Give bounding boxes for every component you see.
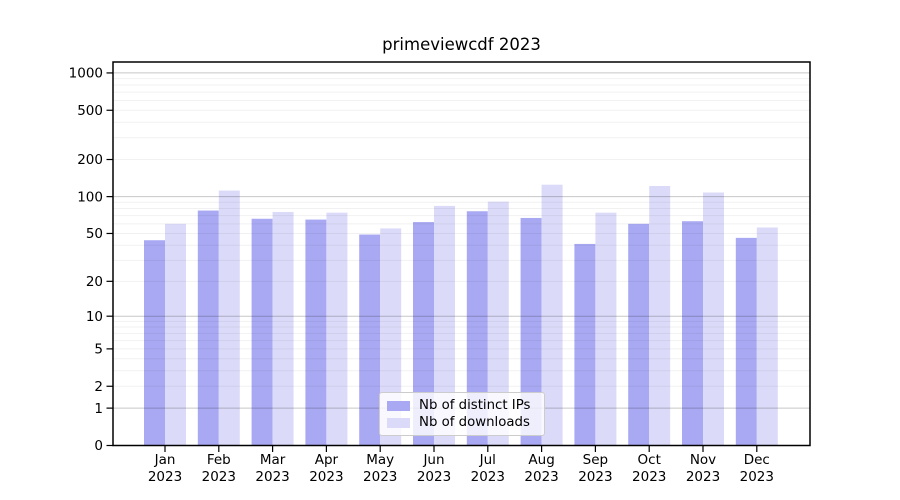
bar-distinct-ips xyxy=(251,218,273,446)
x-tick-label-year: 2023 xyxy=(255,469,289,485)
bar-downloads xyxy=(649,185,671,446)
x-tick-label-month: May xyxy=(366,452,394,468)
x-tick-label-year: 2023 xyxy=(309,469,343,485)
bar-downloads xyxy=(703,192,724,446)
bar-distinct-ips xyxy=(574,243,596,446)
bar-downloads xyxy=(165,223,186,446)
bar-distinct-ips xyxy=(305,219,327,446)
y-tick-label: 2 xyxy=(94,379,103,395)
legend-label-distinct-ips: Nb of distinct IPs xyxy=(419,398,531,413)
x-tick-label-year: 2023 xyxy=(578,469,612,485)
x-tick-label-month: Nov xyxy=(690,452,716,468)
y-tick-label: 20 xyxy=(86,274,103,290)
bar-downloads xyxy=(487,201,509,446)
bar-distinct-ips xyxy=(413,222,434,446)
x-tick-label-month: Apr xyxy=(315,452,339,468)
bar-downloads xyxy=(595,212,617,446)
bar-distinct-ips xyxy=(520,217,542,446)
legend-swatch-downloads xyxy=(387,417,410,428)
legend-label-downloads: Nb of downloads xyxy=(419,415,530,430)
y-tick-label: 0 xyxy=(94,438,103,454)
x-tick-label-year: 2023 xyxy=(417,469,451,485)
y-tick-label: 200 xyxy=(77,152,103,168)
x-tick-label-month: Aug xyxy=(528,452,554,468)
bar-distinct-ips xyxy=(466,211,488,446)
bar-distinct-ips xyxy=(197,210,219,446)
bar-distinct-ips xyxy=(144,240,165,446)
bar-downloads xyxy=(541,184,563,446)
x-tick-label-year: 2023 xyxy=(740,469,774,485)
x-tick-label-year: 2023 xyxy=(202,469,236,485)
x-tick-label-year: 2023 xyxy=(148,469,182,485)
y-tick-label: 1 xyxy=(94,401,103,417)
x-tick-label-month: Jan xyxy=(154,452,176,468)
bar-downloads xyxy=(218,190,240,446)
legend-entry-distinct-ips: Nb of distinct IPs xyxy=(387,397,536,414)
axes-frame xyxy=(112,61,811,447)
x-tick-label-year: 2023 xyxy=(471,469,505,485)
bar-distinct-ips xyxy=(682,221,703,446)
chart-title: primeviewcdf 2023 xyxy=(382,35,541,54)
x-tick-label-year: 2023 xyxy=(686,469,720,485)
x-tick-label-year: 2023 xyxy=(524,469,558,485)
x-tick-label-month: Mar xyxy=(260,452,286,468)
y-tick-label: 5 xyxy=(94,342,103,358)
x-tick-label-month: Oct xyxy=(638,452,661,468)
x-tick-label-month: Jun xyxy=(422,452,444,468)
y-tick-label: 10 xyxy=(86,309,103,325)
bar-downloads xyxy=(380,228,402,446)
x-tick-label-year: 2023 xyxy=(363,469,397,485)
bar-downloads xyxy=(272,211,294,446)
legend-entry-downloads: Nb of downloads xyxy=(387,414,536,431)
y-tick-label: 500 xyxy=(77,103,103,119)
bar-downloads xyxy=(326,212,348,446)
legend-swatch-distinct-ips xyxy=(387,400,410,411)
x-tick-label-month: Jul xyxy=(479,452,496,468)
x-tick-label-month: Sep xyxy=(583,452,608,468)
bar-downloads xyxy=(434,205,455,446)
x-tick-label-month: Dec xyxy=(744,452,770,468)
y-tick-label: 50 xyxy=(86,226,103,242)
legend: Nb of distinct IPs Nb of downloads xyxy=(379,392,545,436)
y-tick-label: 1000 xyxy=(69,66,103,82)
y-tick-label: 100 xyxy=(77,189,103,205)
bar-downloads xyxy=(756,227,778,446)
x-tick-label-month: Feb xyxy=(207,452,231,468)
x-tick-label-year: 2023 xyxy=(632,469,666,485)
bar-distinct-ips xyxy=(735,237,757,446)
bar-distinct-ips xyxy=(359,234,381,446)
bar-distinct-ips xyxy=(628,223,650,446)
